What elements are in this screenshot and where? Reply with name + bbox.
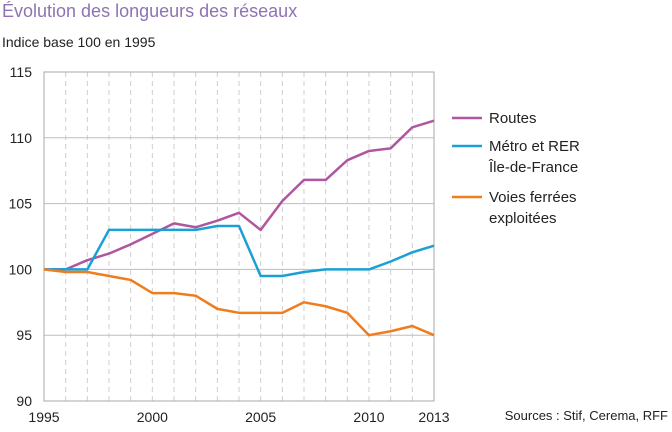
legend-label-3: exploitées [489,210,557,227]
legend-label-3: Voies ferrées [489,189,577,206]
x-tick-label: 2013 [418,409,449,425]
y-tick-label: 105 [9,196,33,212]
x-axis: 1995 2000 2005 2010 2013 [28,409,449,425]
y-tick-label: 100 [9,261,33,277]
y-tick-label: 95 [16,327,32,343]
series-lines [43,119,435,337]
chart-subtitle: Indice base 100 en 1995 [2,34,156,50]
y-axis: 90 95 100 105 110 115 [9,64,33,409]
series-line-1 [44,119,435,271]
legend-label-2: Île-de-France [488,159,578,176]
y-tick-label: 90 [16,393,32,409]
series-line-3 [43,268,435,337]
source-note: Sources : Stif, Cerema, RFF [504,408,668,423]
x-tick-label: 1995 [28,409,59,425]
plot-frame [43,71,435,402]
y-tick-label: 110 [10,130,33,146]
x-tick-label: 2005 [245,409,276,425]
series-line-2 [44,224,435,278]
legend-label-2: Métro et RER [489,138,580,155]
y-tick-label: 115 [10,64,33,80]
x-tick-label: 2000 [137,409,168,425]
x-tick-label: 2010 [353,409,384,425]
legend-label-1: Routes [489,110,537,127]
grid [44,72,434,401]
chart-title: Évolution des longueurs des réseaux [2,1,298,21]
legend: Routes Métro et RER Île-de-France Voies fer… [452,110,580,227]
